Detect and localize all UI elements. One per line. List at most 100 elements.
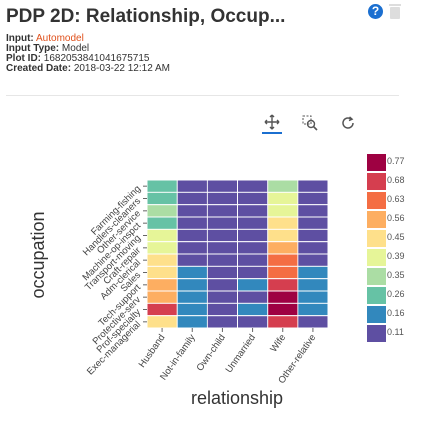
y-axis-label: occupation <box>28 211 48 298</box>
legend-label: 0.26 <box>387 289 405 299</box>
meta-input-label: Input: <box>6 33 34 44</box>
heatmap-cell <box>177 217 207 229</box>
meta-input-link[interactable]: Automodel <box>36 33 84 44</box>
heatmap-cell <box>177 192 207 205</box>
legend-label: 0.39 <box>387 251 405 261</box>
heatmap-cell <box>207 242 237 254</box>
heatmap-cell <box>238 303 268 316</box>
legend-label: 0.11 <box>387 327 404 337</box>
legend-swatch <box>367 211 386 228</box>
heatmap-cell <box>268 316 298 328</box>
heatmap-cell <box>238 205 268 217</box>
heatmap-cell <box>207 205 237 217</box>
heatmap-cell <box>268 303 298 316</box>
heatmap-cell <box>238 180 268 192</box>
heatmap-cell <box>238 242 268 254</box>
heatmap-cell <box>207 192 237 205</box>
x-axis-label: relationship <box>191 388 283 408</box>
heatmap-cell <box>207 266 237 279</box>
box-zoom-icon[interactable] <box>300 113 320 133</box>
legend-swatch <box>367 287 386 304</box>
heatmap-cell <box>177 205 207 217</box>
heatmap-cell <box>207 254 237 266</box>
heatmap-cell <box>238 254 268 266</box>
x-tick-label: Husband <box>137 332 168 369</box>
reset-icon[interactable] <box>338 113 358 133</box>
pan-icon[interactable] <box>262 112 282 134</box>
heatmap-cell <box>298 303 328 316</box>
heatmap-cell <box>177 316 207 328</box>
x-tick-label: Own-child <box>195 332 228 373</box>
heatmap-cell <box>268 229 298 242</box>
heatmap-cell <box>298 242 328 254</box>
heatmap-cell <box>147 229 177 242</box>
heatmap-cell <box>298 229 328 242</box>
heatmap-cell <box>298 192 328 205</box>
heatmap-cell <box>207 180 237 192</box>
heatmap-cell <box>298 180 328 192</box>
heatmap-cell <box>268 205 298 217</box>
meta-created-value: 2018-03-22 12:12 AM <box>73 63 170 74</box>
heatmap-cell <box>238 279 268 291</box>
meta-created-date: Created Date: 2018-03-22 12:12 AM <box>6 64 170 74</box>
legend-swatch <box>367 230 386 247</box>
legend-swatch <box>367 306 386 323</box>
heatmap-cell <box>268 254 298 266</box>
legend-label: 0.77 <box>387 156 405 166</box>
heatmap-cell <box>147 192 177 205</box>
heatmap-cell <box>147 279 177 291</box>
legend-swatch <box>367 268 386 285</box>
legend-label: 0.16 <box>387 308 405 318</box>
heatmap-cell <box>207 316 237 328</box>
heatmap-cell <box>238 229 268 242</box>
heatmap-cell <box>147 291 177 303</box>
heatmap-cell <box>147 266 177 279</box>
heatmap-cell <box>268 180 298 192</box>
heatmap-cell <box>298 266 328 279</box>
legend-swatch <box>367 325 386 342</box>
heatmap-cell <box>177 279 207 291</box>
trash-icon[interactable] <box>389 4 401 19</box>
heatmap-cell <box>238 316 268 328</box>
legend-label: 0.35 <box>387 270 405 280</box>
heatmap-cell <box>268 217 298 229</box>
heatmap-cell <box>238 192 268 205</box>
meta-plot-id-value: 1682053841041675715 <box>43 53 150 64</box>
page-title: PDP 2D: Relationship, Occup... <box>6 6 286 27</box>
heatmap-cell <box>268 192 298 205</box>
legend-swatch <box>367 154 386 171</box>
heatmap-cell <box>207 303 237 316</box>
heatmap-cell <box>147 242 177 254</box>
heatmap-cell <box>268 242 298 254</box>
legend-label: 0.68 <box>387 175 405 185</box>
heatmap-cell <box>238 217 268 229</box>
heatmap-cell <box>177 242 207 254</box>
heatmap-cell <box>298 205 328 217</box>
heatmap-cell <box>268 266 298 279</box>
heatmap-cell <box>177 229 207 242</box>
meta-input: Input: Automodel <box>6 34 170 44</box>
heatmap-cell <box>147 254 177 266</box>
heatmap-cell <box>207 217 237 229</box>
heatmap-cell <box>298 279 328 291</box>
legend-swatch <box>367 249 386 266</box>
help-icon[interactable]: ? <box>368 4 383 19</box>
legend-swatch <box>367 173 386 190</box>
heatmap-cell <box>177 291 207 303</box>
heatmap-cell <box>207 291 237 303</box>
meta-input-type-label: Input Type: <box>6 43 60 54</box>
legend-label: 0.45 <box>387 232 405 242</box>
heatmap-cell <box>298 316 328 328</box>
meta-input-type-value: Model <box>61 43 90 54</box>
legend-label: 0.63 <box>387 194 405 204</box>
heatmap-cell <box>207 229 237 242</box>
heatmap-cell <box>147 316 177 328</box>
heatmap-cell <box>298 254 328 266</box>
chart-toolbar <box>262 112 358 134</box>
legend-label: 0.56 <box>387 213 405 223</box>
divider <box>6 95 399 96</box>
heatmap-cell <box>298 217 328 229</box>
meta-created-label: Created Date: <box>6 63 72 74</box>
heatmap-cell <box>298 291 328 303</box>
